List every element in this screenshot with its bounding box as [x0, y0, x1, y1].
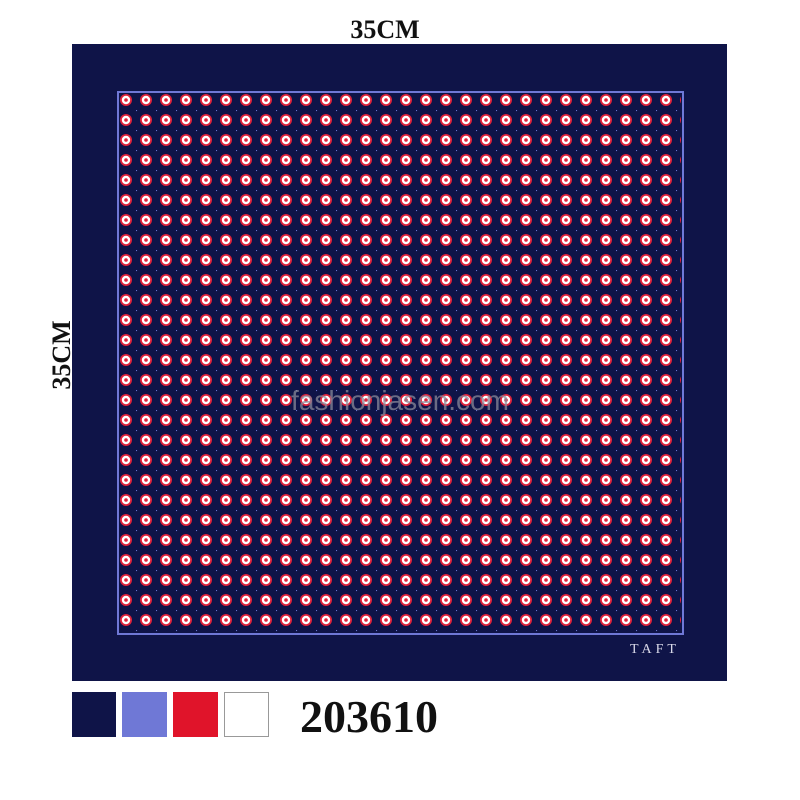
dot-pattern	[120, 94, 681, 632]
watermark: fashionjasen.com	[291, 385, 509, 416]
width-label: 35CM	[350, 15, 419, 44]
product-code: 203610	[300, 691, 438, 742]
swatch-white	[224, 692, 269, 737]
swatch-navy	[72, 692, 116, 737]
inner-border	[117, 91, 684, 635]
swatch-red	[173, 692, 218, 737]
height-label: 35CM	[47, 320, 76, 389]
brand: TAFT	[630, 642, 680, 657]
swatch-lavender	[122, 692, 167, 737]
